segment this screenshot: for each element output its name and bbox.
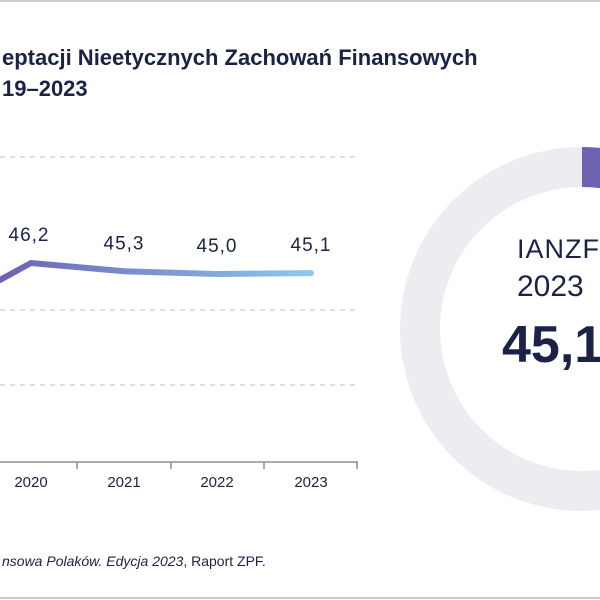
donut-label: IANZF xyxy=(517,234,600,264)
x-tick-label: 2020 xyxy=(14,474,47,491)
data-label: 45,0 xyxy=(197,236,238,257)
donut: IANZF 2023 45,1 xyxy=(400,147,600,511)
title-line-2: 19–2023 xyxy=(2,76,88,101)
bottom-border xyxy=(0,597,600,599)
chart-title: eptacji Nieetycznych Zachowań Finansowyc… xyxy=(2,42,600,104)
data-label: 45,1 xyxy=(291,235,332,256)
x-tick-label: 2023 xyxy=(294,474,327,491)
x-tick-label: 2022 xyxy=(200,474,233,491)
donut-year: 2023 xyxy=(517,270,584,303)
data-label: 45,3 xyxy=(104,233,145,254)
line-series xyxy=(0,260,314,284)
source-rest: , Raport ZPF. xyxy=(183,553,266,569)
x-tick-label: 2021 xyxy=(107,474,140,491)
series-line xyxy=(0,260,314,284)
x-axis: 2020 2021 2022 2023 xyxy=(0,461,358,491)
data-label: 46,2 xyxy=(9,225,50,246)
donut-value: 45,1 xyxy=(502,316,600,374)
data-labels: 46,2 45,3 45,0 45,1 xyxy=(9,225,332,257)
title-line-1: eptacji Nieetycznych Zachowań Finansowyc… xyxy=(2,45,478,70)
source-italic: nsowa Polaków. Edycja 2023 xyxy=(2,553,184,569)
source-note: nsowa Polaków. Edycja 2023, Raport ZPF. xyxy=(2,553,266,569)
top-border xyxy=(0,0,600,2)
